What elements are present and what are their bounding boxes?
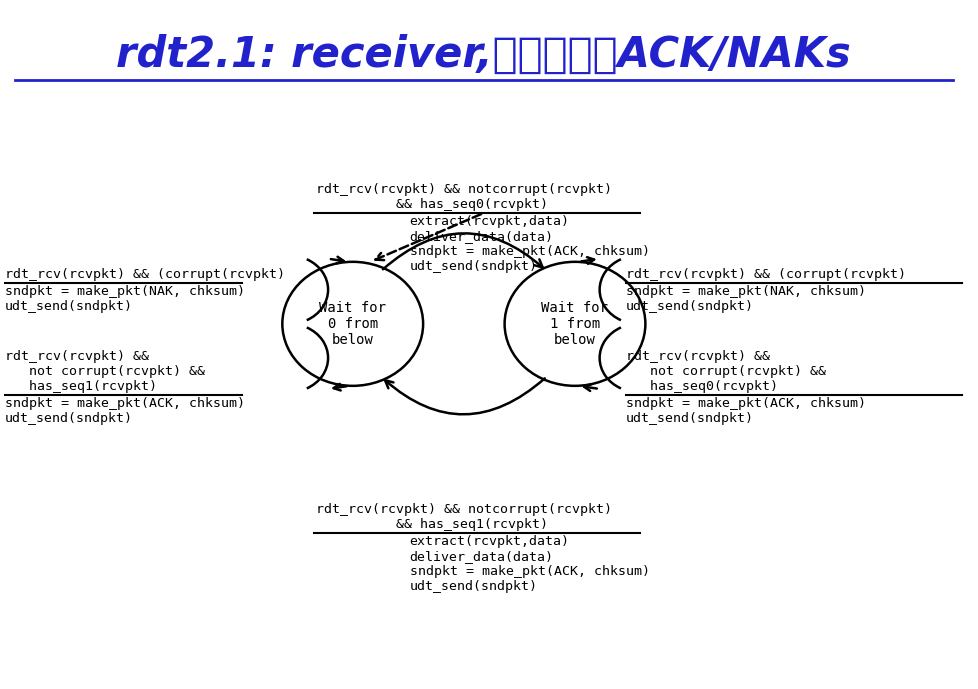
Text: sndpkt = make_pkt(ACK, chksum)
udt_send(sndpkt): sndpkt = make_pkt(ACK, chksum) udt_send(… bbox=[625, 397, 865, 425]
FancyArrowPatch shape bbox=[375, 214, 480, 260]
Text: rdt_rcv(rcvpkt) && notcorrupt(rcvpkt)
  && has_seq0(rcvpkt): rdt_rcv(rcvpkt) && notcorrupt(rcvpkt) &&… bbox=[316, 183, 611, 211]
Text: rdt_rcv(rcvpkt) &&
   not corrupt(rcvpkt) &&
   has_seq0(rcvpkt): rdt_rcv(rcvpkt) && not corrupt(rcvpkt) &… bbox=[625, 350, 825, 393]
FancyArrowPatch shape bbox=[584, 384, 597, 391]
FancyArrowPatch shape bbox=[333, 384, 346, 391]
FancyArrowPatch shape bbox=[382, 234, 542, 269]
FancyArrowPatch shape bbox=[581, 257, 594, 264]
FancyArrowPatch shape bbox=[331, 257, 343, 263]
Text: sndpkt = make_pkt(NAK, chksum)
udt_send(sndpkt): sndpkt = make_pkt(NAK, chksum) udt_send(… bbox=[5, 285, 244, 313]
Text: Wait for
0 from
below: Wait for 0 from below bbox=[319, 300, 386, 347]
Text: Wait for
1 from
below: Wait for 1 from below bbox=[541, 300, 608, 347]
Text: extract(rcvpkt,data)
deliver_data(data)
sndpkt = make_pkt(ACK, chksum)
udt_send(: extract(rcvpkt,data) deliver_data(data) … bbox=[409, 215, 649, 273]
Text: sndpkt = make_pkt(NAK, chksum)
udt_send(sndpkt): sndpkt = make_pkt(NAK, chksum) udt_send(… bbox=[625, 285, 865, 313]
Text: rdt_rcv(rcvpkt) && (corrupt(rcvpkt): rdt_rcv(rcvpkt) && (corrupt(rcvpkt) bbox=[625, 268, 905, 281]
Text: rdt_rcv(rcvpkt) &&
   not corrupt(rcvpkt) &&
   has_seq1(rcvpkt): rdt_rcv(rcvpkt) && not corrupt(rcvpkt) &… bbox=[5, 350, 204, 393]
Text: extract(rcvpkt,data)
deliver_data(data)
sndpkt = make_pkt(ACK, chksum)
udt_send(: extract(rcvpkt,data) deliver_data(data) … bbox=[409, 535, 649, 593]
FancyArrowPatch shape bbox=[384, 378, 544, 414]
Text: rdt2.1: receiver,处理混淆的ACK/NAKs: rdt2.1: receiver,处理混淆的ACK/NAKs bbox=[116, 34, 850, 76]
Text: rdt_rcv(rcvpkt) && (corrupt(rcvpkt): rdt_rcv(rcvpkt) && (corrupt(rcvpkt) bbox=[5, 268, 285, 281]
Text: sndpkt = make_pkt(ACK, chksum)
udt_send(sndpkt): sndpkt = make_pkt(ACK, chksum) udt_send(… bbox=[5, 397, 244, 425]
Text: rdt_rcv(rcvpkt) && notcorrupt(rcvpkt)
  && has_seq1(rcvpkt): rdt_rcv(rcvpkt) && notcorrupt(rcvpkt) &&… bbox=[316, 503, 611, 531]
